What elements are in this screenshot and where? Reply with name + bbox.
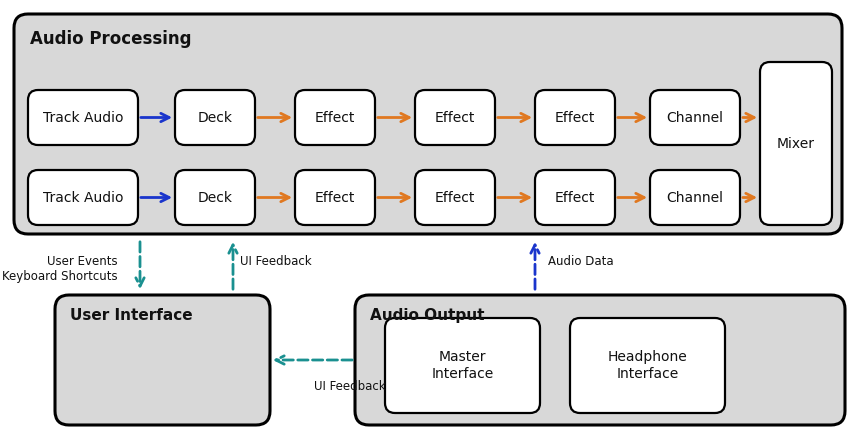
FancyBboxPatch shape: [295, 170, 375, 225]
Text: Audio Processing: Audio Processing: [30, 30, 192, 48]
FancyBboxPatch shape: [14, 14, 842, 234]
Text: Effect: Effect: [555, 110, 595, 125]
Text: Channel: Channel: [666, 110, 723, 125]
Text: User Events
Keyboard Shortcuts: User Events Keyboard Shortcuts: [3, 255, 118, 283]
Text: Channel: Channel: [666, 191, 723, 205]
Text: Audio Data: Audio Data: [548, 255, 614, 268]
Text: Effect: Effect: [555, 191, 595, 205]
FancyBboxPatch shape: [570, 318, 725, 413]
FancyBboxPatch shape: [55, 295, 270, 425]
FancyBboxPatch shape: [355, 295, 845, 425]
Text: Track Audio: Track Audio: [43, 110, 123, 125]
FancyBboxPatch shape: [535, 90, 615, 145]
Text: Mixer: Mixer: [777, 136, 815, 150]
FancyBboxPatch shape: [650, 90, 740, 145]
Text: Deck: Deck: [198, 191, 232, 205]
Text: Track Audio: Track Audio: [43, 191, 123, 205]
Text: Effect: Effect: [435, 191, 476, 205]
Text: Effect: Effect: [315, 110, 355, 125]
Text: Effect: Effect: [435, 110, 476, 125]
FancyBboxPatch shape: [295, 90, 375, 145]
Text: Audio Output: Audio Output: [370, 308, 484, 323]
FancyBboxPatch shape: [28, 90, 138, 145]
FancyBboxPatch shape: [535, 170, 615, 225]
FancyBboxPatch shape: [760, 62, 832, 225]
Text: Master
Interface: Master Interface: [432, 350, 494, 381]
Text: Effect: Effect: [315, 191, 355, 205]
Text: UI Feedback: UI Feedback: [240, 255, 311, 268]
Text: UI Feedback: UI Feedback: [314, 380, 386, 393]
FancyBboxPatch shape: [175, 170, 255, 225]
Text: User Interface: User Interface: [70, 308, 193, 323]
FancyBboxPatch shape: [28, 170, 138, 225]
FancyBboxPatch shape: [415, 90, 495, 145]
FancyBboxPatch shape: [385, 318, 540, 413]
Text: Headphone
Interface: Headphone Interface: [608, 350, 687, 381]
FancyBboxPatch shape: [415, 170, 495, 225]
Text: Deck: Deck: [198, 110, 232, 125]
FancyBboxPatch shape: [175, 90, 255, 145]
FancyBboxPatch shape: [650, 170, 740, 225]
